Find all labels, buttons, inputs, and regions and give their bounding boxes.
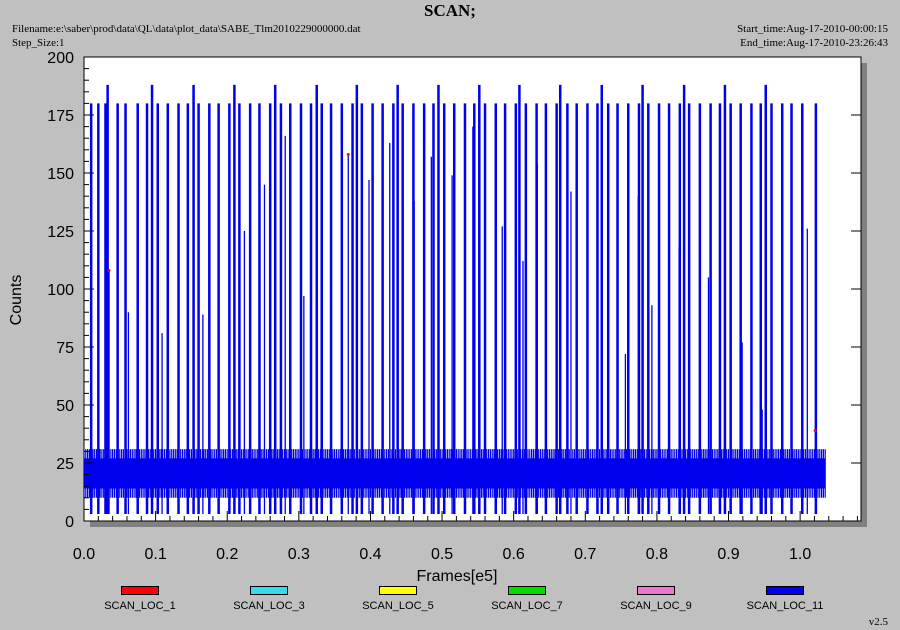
- x-tick-label: 0.8: [646, 546, 668, 563]
- legend-item: SCAN_LOC_1: [85, 586, 195, 612]
- x-tick-label: 1.0: [789, 546, 811, 563]
- y-tick-label: 100: [47, 282, 74, 299]
- series-layer: [83, 84, 826, 515]
- legend-label: SCAN_LOC_11: [746, 600, 824, 612]
- legend-swatch: [508, 586, 546, 595]
- x-tick-label: 0.3: [288, 546, 310, 563]
- red-marker: [346, 152, 350, 156]
- legend-label: SCAN_LOC_7: [491, 600, 563, 612]
- y-tick-label: 150: [47, 166, 74, 183]
- x-tick-label: 0.6: [503, 546, 525, 563]
- end-time-label: End_time:Aug-17-2010-23:26:43: [740, 37, 888, 49]
- y-tick-label: 50: [56, 398, 74, 415]
- legend-item: SCAN_LOC_3: [214, 586, 324, 612]
- legend-swatch: [637, 586, 675, 595]
- red-marker: [813, 429, 817, 433]
- legend-item: SCAN_LOC_11: [730, 586, 840, 612]
- x-tick-label: 0.4: [359, 546, 381, 563]
- y-tick-label: 125: [47, 224, 74, 241]
- legend-label: SCAN_LOC_9: [620, 600, 692, 612]
- filename-label: Filename:e:\saber\prod\data\QL\data\plot…: [12, 23, 361, 35]
- legend-swatch: [766, 586, 804, 595]
- y-tick-label: 25: [56, 456, 74, 473]
- legend-item: SCAN_LOC_7: [472, 586, 582, 612]
- legend-item: SCAN_LOC_9: [601, 586, 711, 612]
- legend-swatch: [121, 586, 159, 595]
- legend-label: SCAN_LOC_5: [362, 600, 434, 612]
- y-tick-label: 175: [47, 108, 74, 125]
- y-tick-label: 200: [47, 50, 74, 67]
- x-tick-label: 0.5: [431, 546, 453, 563]
- step-size-label: Step_Size:1: [12, 37, 65, 49]
- y-axis-label: Counts: [8, 275, 25, 326]
- version-label: v2.5: [868, 616, 888, 628]
- legend-item: SCAN_LOC_5: [343, 586, 453, 612]
- legend-swatch: [250, 586, 288, 595]
- x-tick-label: 0.9: [717, 546, 739, 563]
- x-tick-label: 0.2: [216, 546, 238, 563]
- legend-label: SCAN_LOC_3: [233, 600, 305, 612]
- y-tick-label: 0: [65, 514, 74, 531]
- x-tick-label: 0.0: [73, 546, 95, 563]
- start-time-label: Start_time:Aug-17-2010-00:00:15: [737, 23, 888, 35]
- red-marker: [107, 268, 111, 272]
- x-axis-label: Frames[e5]: [417, 568, 498, 585]
- chart-title: SCAN;: [424, 1, 476, 20]
- x-tick-label: 0.7: [574, 546, 596, 563]
- y-tick-label: 75: [56, 340, 74, 357]
- x-tick-label: 0.1: [144, 546, 166, 563]
- legend-label: SCAN_LOC_1: [104, 600, 176, 612]
- legend-swatch: [379, 586, 417, 595]
